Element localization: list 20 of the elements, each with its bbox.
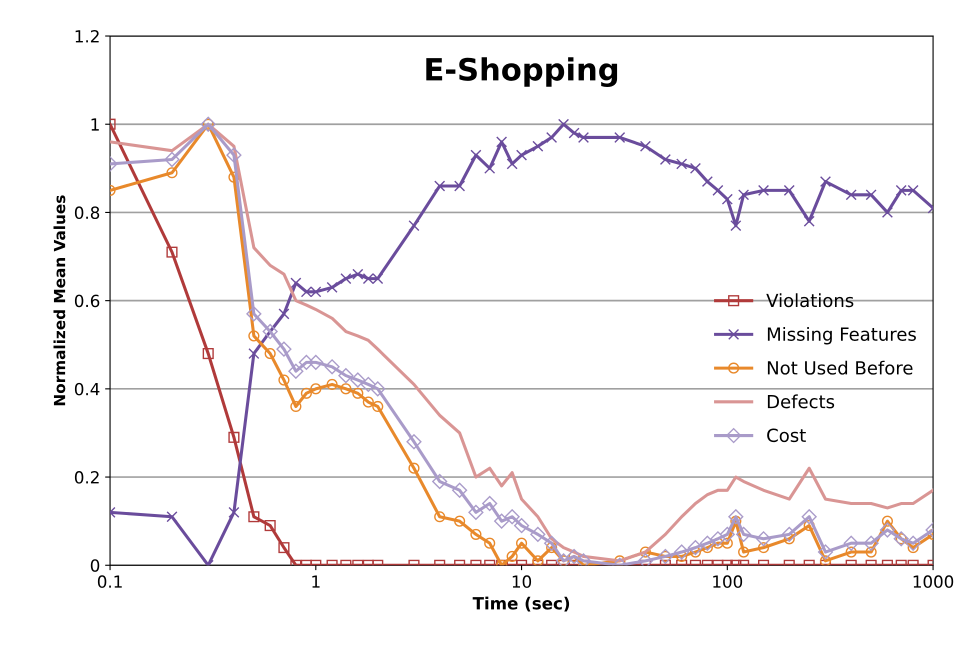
y-tick-label: 1.2 [76,30,99,42]
y-tick-label: 0 [90,559,100,572]
x-axis-title: Time (sec) [472,596,570,612]
y-tick-label: 0.6 [74,294,100,308]
x-tick-label: 1000 [914,575,954,588]
y-tick-label: 0.4 [74,382,100,396]
legend-label: Cost [767,428,806,442]
y-axis-title: Normalized Mean Values [53,195,66,406]
x-tick-label: 10 [512,575,532,588]
x-tick-label: 1 [312,576,320,588]
legend-label: Defects [768,394,834,408]
legend-label: Violations [766,293,854,308]
legend-label: Missing Features [768,326,916,344]
x-tick-label: 100 [713,575,742,588]
y-tick-label: 1 [92,118,99,131]
text: E-Shopping [426,57,618,88]
y-tick-label: 0.8 [74,206,100,220]
legend-label: Not Used Before [768,360,913,375]
y-tick-label: 0.2 [74,471,99,484]
x-tick-label: 0.1 [98,575,122,588]
